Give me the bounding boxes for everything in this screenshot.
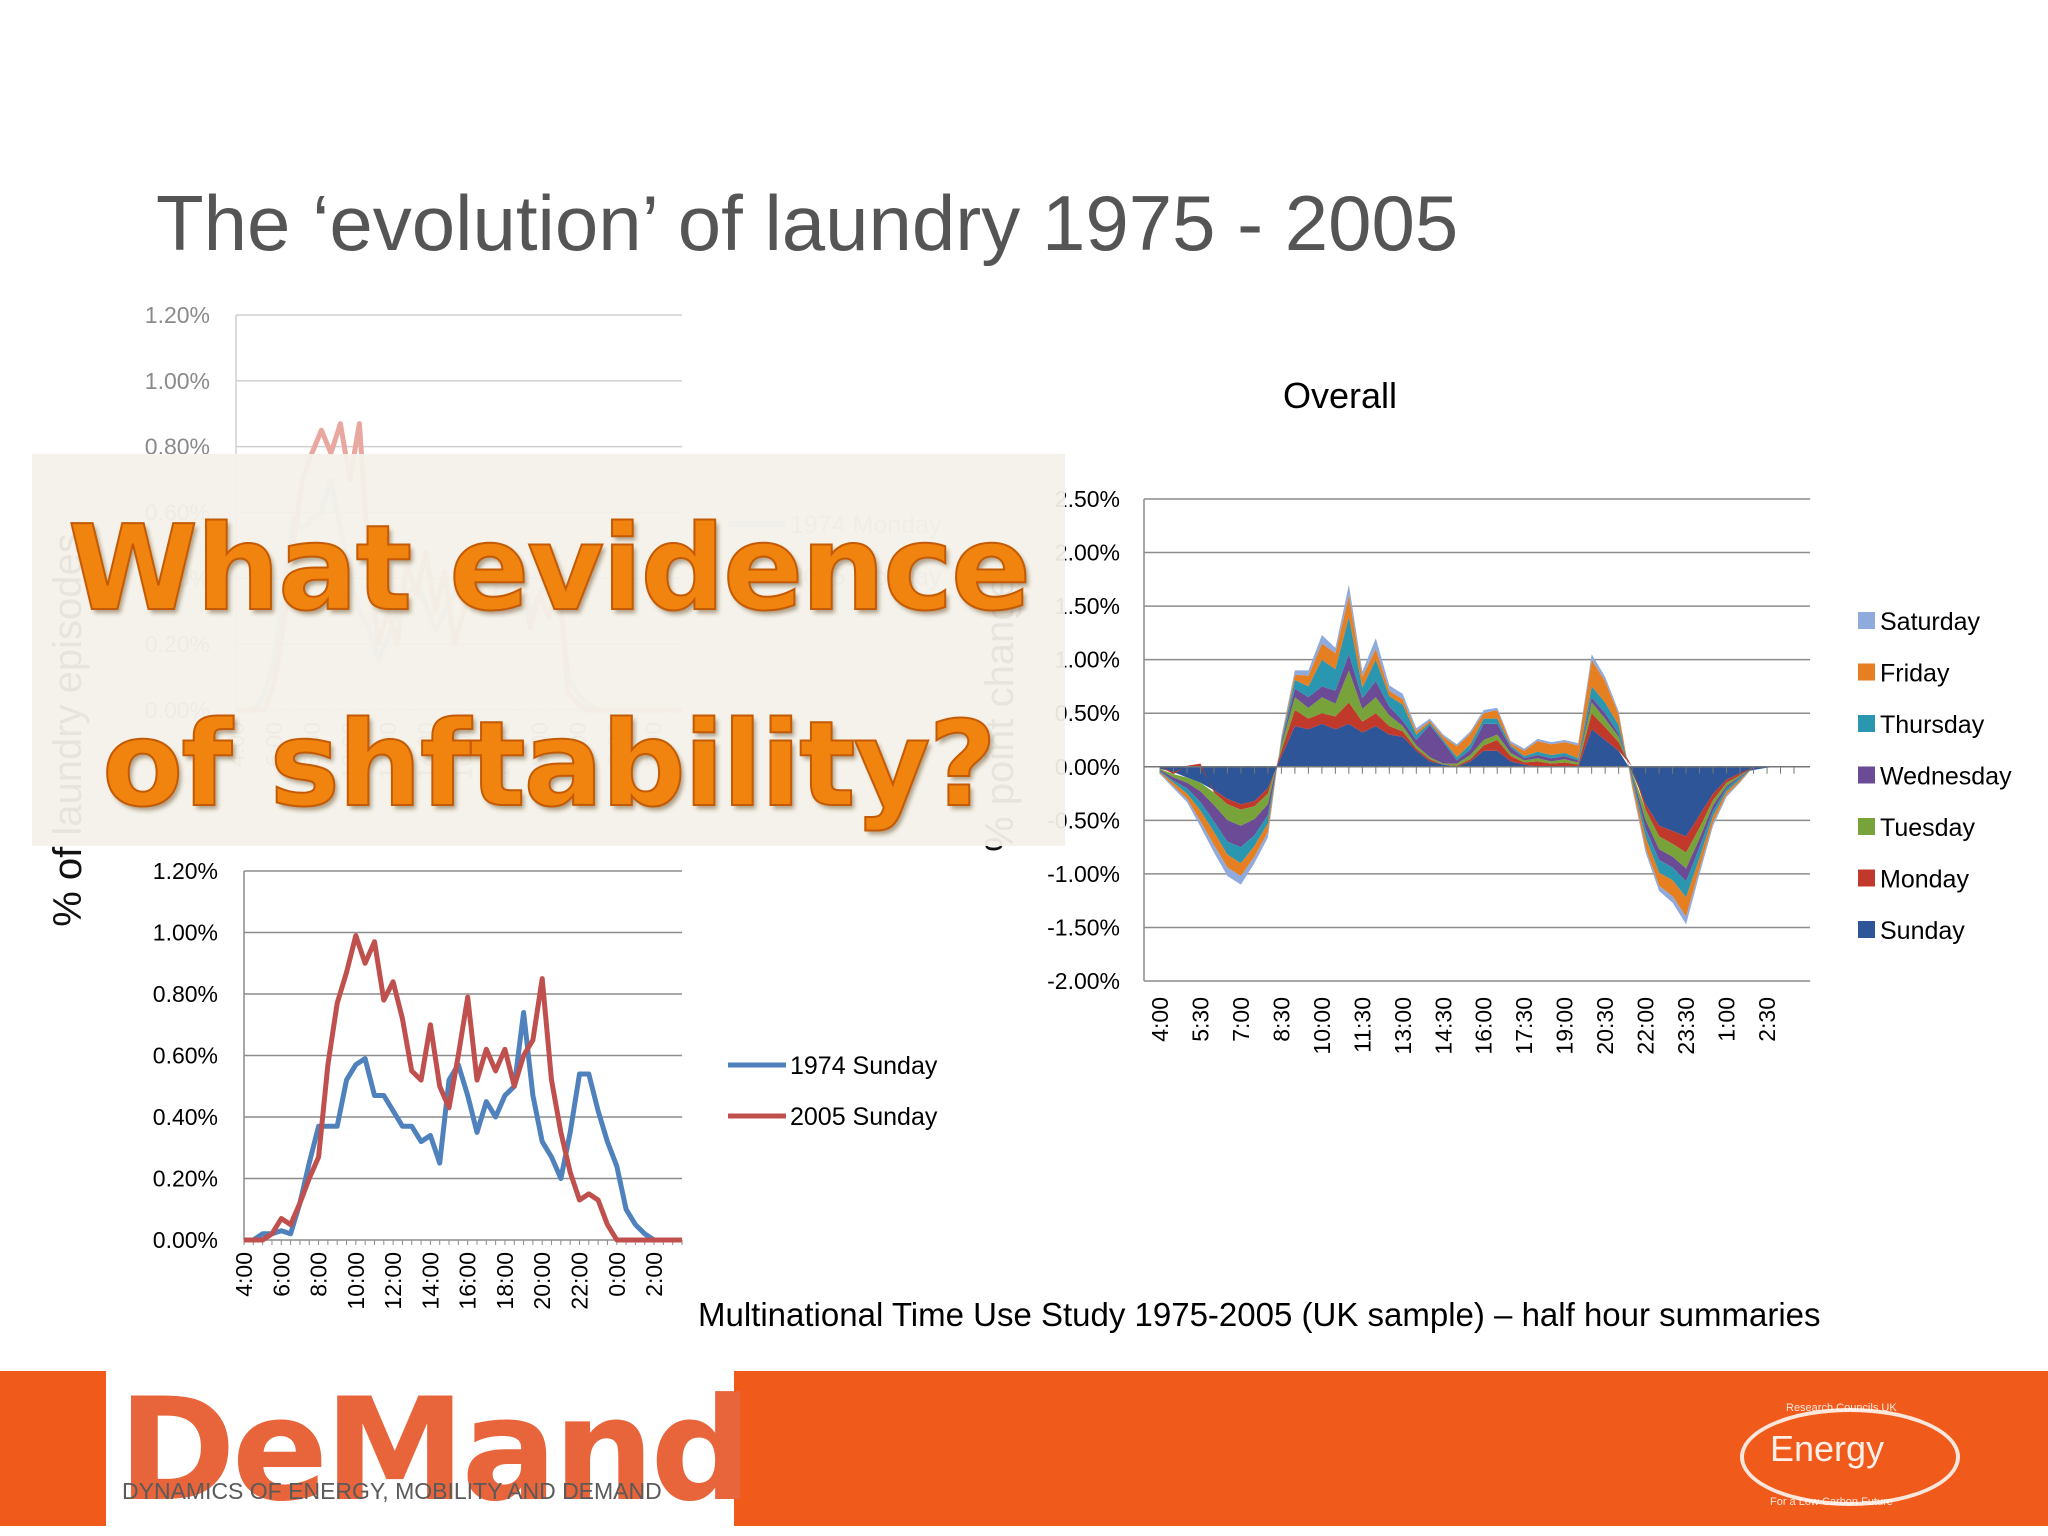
area-thursday [1160, 616, 1794, 898]
legend-swatch [1858, 818, 1875, 835]
x-tick-label: 22:00 [1633, 997, 1659, 1055]
x-tick-label: 11:30 [1349, 997, 1375, 1053]
energy-badge-top-text: Research Councils UK [1786, 1402, 1897, 1414]
x-tick-label: 0:00 [604, 1252, 630, 1297]
x-tick-label: 13:00 [1390, 997, 1416, 1055]
x-tick-label: 8:30 [1268, 997, 1294, 1042]
y-tick-label: 2.00% [1055, 540, 1120, 566]
energy-badge-bottom-text: For a Low Carbon Future [1770, 1496, 1893, 1508]
y-tick-label: -1.50% [1047, 914, 1120, 940]
legend-label: Friday [1880, 660, 1950, 688]
legend-swatch [1858, 766, 1875, 784]
area-sunday [1160, 723, 1794, 837]
x-tick-label: 2:30 [1754, 997, 1780, 1042]
y-tick-label: 0.20% [153, 1166, 218, 1192]
x-tick-label: 14:00 [417, 1252, 443, 1310]
x-tick-label: 4:00 [1147, 997, 1173, 1042]
source-note: Multinational Time Use Study 1975-2005 (… [698, 1296, 1821, 1333]
overlay-question: What evidence of shftability? [32, 470, 1065, 862]
demand-logo: DeMand [118, 1368, 752, 1533]
x-tick-label: 4:00 [231, 1252, 257, 1297]
y-tick-label: 2.50% [1055, 486, 1120, 512]
x-tick-label: 14:30 [1430, 997, 1456, 1055]
x-tick-label: 2:00 [641, 1252, 667, 1297]
x-tick-label: 10:00 [1309, 997, 1335, 1055]
y-tick-label: 0.50% [1055, 700, 1120, 726]
x-tick-label: 16:00 [1471, 997, 1497, 1055]
legend-label: Saturday [1880, 608, 1981, 636]
x-tick-label: 20:00 [529, 1252, 555, 1310]
x-tick-label: 16:00 [455, 1252, 481, 1310]
legend-label: 1974 Sunday [790, 1052, 938, 1080]
y-tick-label: 1.20% [153, 858, 218, 884]
series-line-2005-sunday [244, 933, 682, 1243]
x-tick-label: 8:00 [306, 1252, 332, 1297]
energy-badge-word: Energy [1770, 1428, 1885, 1469]
x-tick-label: 12:00 [380, 1252, 406, 1310]
y-tick-label: 1.50% [1055, 593, 1120, 619]
energy-badge-icon [1740, 1408, 1960, 1506]
x-tick-label: 19:00 [1552, 997, 1578, 1055]
chart-title-overall: Overall [1283, 375, 1397, 416]
logo-panel [106, 1371, 734, 1526]
overlay-panel [32, 454, 1065, 846]
slide-title: The ‘evolution’ of laundry 1975 - 2005 [156, 179, 1459, 267]
x-tick-label: 20:30 [1592, 997, 1618, 1055]
legend-swatch [1858, 715, 1875, 732]
legend-swatch [1858, 921, 1875, 938]
overlay-line-1: What evidence [67, 498, 1032, 638]
legend-swatch [1858, 663, 1875, 681]
legend-label: Monday [1880, 866, 1969, 894]
footer-strip [0, 1526, 2048, 1536]
y-tick-label: 1.00% [1055, 647, 1120, 673]
x-tick-label: 22:00 [566, 1252, 592, 1310]
legend-label: Wednesday [1880, 763, 2012, 791]
y-tick-label: -2.00% [1047, 968, 1120, 994]
y-tick-label: -1.00% [1047, 861, 1120, 887]
series-line-1974-sunday [244, 1010, 682, 1243]
legend-swatch [1858, 869, 1875, 887]
y-tick-label: 1.20% [145, 302, 210, 328]
y-tick-label: 0.00% [1055, 754, 1120, 780]
x-tick-label: 7:00 [1228, 997, 1254, 1042]
chart-sunday: 0.00% 0.20% 0.40% 0.60% 0.80% 1.00% 1.20% 4:00 6… [153, 858, 938, 1310]
y-tick-label: 1.00% [153, 920, 218, 946]
x-tick-label: 23:30 [1673, 997, 1699, 1055]
x-tick-label: 10:00 [343, 1252, 369, 1310]
legend-label: Tuesday [1880, 814, 1975, 842]
y-tick-label: 0.80% [153, 981, 218, 1007]
chart-overall: Overall-2.00%-1.50%-1.00%-0.50%0.00%0.50… [1047, 375, 2012, 1055]
y-tick-label: 0.60% [153, 1043, 218, 1069]
overlay-line-2: of shftability? [101, 694, 998, 834]
legend-label: Sunday [1880, 917, 1965, 945]
y-tick-label: 0.40% [153, 1104, 218, 1130]
x-tick-label: 18:00 [492, 1252, 518, 1310]
x-tick-label: 6:00 [268, 1252, 294, 1297]
logo-tagline: DYNAMICS OF ENERGY, MOBILITY AND DEMAND [122, 1478, 662, 1504]
x-tick-label: 17:30 [1511, 997, 1537, 1055]
legend-label: 2005 Sunday [790, 1103, 938, 1131]
legend-label: Thursday [1880, 711, 1985, 739]
y-tick-label: 1.00% [145, 368, 210, 394]
x-tick-label: 5:30 [1187, 997, 1213, 1042]
legend-swatch [1858, 612, 1875, 629]
y-tick-label: 0.00% [153, 1227, 218, 1253]
x-tick-label: 1:00 [1714, 997, 1740, 1042]
